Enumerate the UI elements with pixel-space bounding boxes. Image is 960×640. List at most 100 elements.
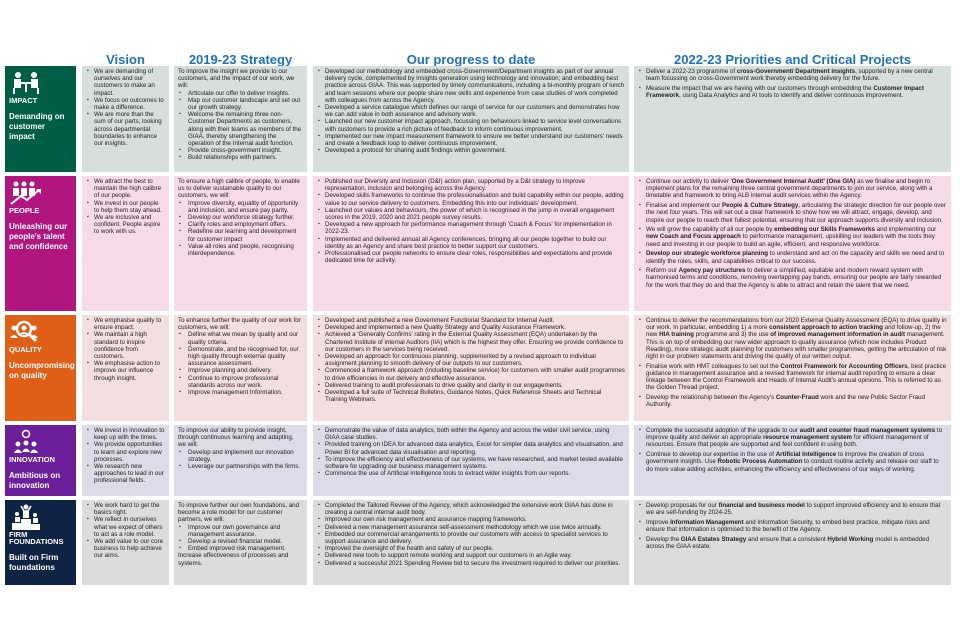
priorities-list: Continue our activity to deliver 'One Go…	[638, 178, 947, 289]
list-item: We provide opportunities to learn and ex…	[86, 441, 165, 463]
text: , articulating the strategic direction f…	[646, 202, 946, 224]
bold-text: Customer Impact Framework	[646, 84, 924, 100]
list-item: Improve our own governance and managemen…	[178, 524, 303, 538]
list-item: Define what we mean by quality and our q…	[178, 331, 303, 345]
bold-text: People & Culture Strategy	[722, 202, 799, 210]
list-item: Developed our methodology and embedded c…	[317, 68, 625, 104]
list-item: We reflect in ourselves what we expect o…	[86, 516, 165, 538]
text: and ensure that a consistent	[746, 535, 828, 543]
list-item: Developed a new approach for performance…	[317, 221, 625, 235]
text: and implementing our	[874, 226, 937, 234]
progress-cell: Developed our methodology and embedded c…	[313, 66, 629, 172]
column-header-vision: Vision	[106, 52, 145, 67]
bold-text: Counter-Fraud	[775, 394, 819, 402]
progress-cell: Completed the Tailored Review of the Age…	[313, 500, 629, 585]
row-header-quality: QUALITY Uncompromising on quality	[5, 315, 76, 421]
row-tag: IMPACT	[9, 96, 38, 105]
list-item: We research new approaches to lead in ou…	[86, 463, 165, 485]
list-item: Professionalised our people networks to …	[317, 250, 625, 264]
text: , best practice guidance in management a…	[646, 362, 947, 392]
progress-cell: Published our Diversity and Inclusion (D…	[313, 176, 629, 311]
text: to conduct routine activity and release …	[646, 458, 939, 473]
priorities-list: Continue to deliver the recommendations …	[638, 317, 947, 408]
bold-text: consistent approach to action tracking	[769, 324, 883, 332]
vision-cell: We are demanding of ourselves and our cu…	[82, 66, 169, 172]
bold-text: Hybrid Working	[827, 535, 874, 543]
list-item: Finalise work with HMT colleagues to set…	[638, 363, 947, 392]
podium-icon	[9, 504, 72, 530]
row-subtitle: Unleashing our people's talent and confi…	[9, 222, 68, 252]
progress-list: Completed the Tailored Review of the Age…	[317, 502, 625, 567]
list-item: Delivered a successful 2021 Spending Rev…	[317, 560, 625, 567]
list-item: Continue to develop our expertise in the…	[638, 451, 947, 473]
people-growth-icon	[9, 180, 72, 206]
bold-text: resource management system	[762, 434, 853, 442]
list-item: Improved our own risk management and ass…	[317, 516, 625, 523]
bold-text: Control Framework for Accounting Officer…	[780, 362, 908, 370]
bold-text: Develop our strategic workforce planning	[646, 250, 769, 258]
list-item: Developed a protocol for sharing audit f…	[317, 147, 625, 154]
row-people: PEOPLE Unleashing our people's talent and…	[5, 176, 951, 311]
list-item: Delivered a new management assurance sel…	[317, 524, 625, 531]
vision-cell: We emphasise quality to ensure impact.We…	[82, 315, 169, 421]
priorities-cell: Continue our activity to deliver 'One Go…	[634, 176, 951, 311]
meeting-icon	[9, 70, 72, 96]
list-item: Improve management Information.	[178, 389, 303, 396]
text: Finalise and implement our	[646, 202, 723, 210]
strategy-list: Improve diversity, equality of opportuni…	[178, 200, 303, 258]
list-item: Demonstrate, and be recognised for, our …	[178, 346, 303, 368]
text: to performance management, upskilling ou…	[646, 233, 935, 248]
vision-cell: We work hard to get the basics right.We …	[82, 500, 169, 585]
text: Develop the	[646, 535, 681, 543]
row-header-people: PEOPLE Unleashing our people's talent and…	[5, 176, 76, 311]
text: to deliver a simplified, equitable and m…	[646, 267, 942, 289]
priorities-list: Deliver a 2022-23 programme of cross-Gov…	[638, 68, 947, 99]
text: management. This is on top of embedding …	[646, 331, 947, 361]
strategy-cell: To improve the insight we provide to our…	[174, 66, 307, 172]
list-item: To improve the efficiency and effectiven…	[317, 456, 625, 470]
list-item: Improve planning and delivery.	[178, 367, 303, 374]
list-item: Commenced a framework approach (includin…	[317, 367, 625, 381]
list-item: Developed and published a new Government…	[317, 317, 625, 324]
priorities-list: Complete the successful adoption of the …	[638, 427, 947, 473]
list-item: Develop the relationship between the Age…	[638, 394, 947, 408]
row-subtitle: Demanding on customer impact	[9, 112, 65, 142]
list-item: Provide cross-government insight.	[178, 147, 303, 154]
text: Continue to deliver the recommendations …	[646, 317, 947, 332]
text: model is embedded across the GIAA estate…	[646, 535, 930, 551]
strategy-cell: To ensure a high calibre of people, to e…	[174, 176, 307, 311]
bold-text: Agency pay structures	[678, 267, 746, 275]
list-item: Achieved a 'Generally Confirms' rating i…	[317, 331, 625, 353]
strategy-intro: To improve further our own foundations, …	[178, 502, 300, 524]
list-item: Developed and implemented a new Quality …	[317, 324, 625, 331]
row-impact: IMPACT Demanding on customer impact We are…	[5, 66, 951, 172]
row-innovation: INNOVATION Ambitious on innovation We inve…	[5, 425, 951, 496]
text: work and the new Public Sector Fraud Aut…	[646, 394, 926, 409]
list-item: We invest in innovation to keep up with …	[86, 427, 165, 441]
priorities-cell: Deliver a 2022-23 programme of cross-Gov…	[634, 66, 951, 172]
text: to support improved efficiency and to en…	[646, 502, 941, 517]
strategy-list: Define what we mean by quality and our q…	[178, 331, 303, 396]
text: programme and 3) the use	[693, 331, 771, 339]
column-header-strategy: 2019-23 Strategy	[188, 52, 293, 67]
vision-cell: We attract the best to maintain the high…	[82, 176, 169, 311]
list-item: Redefine our learning and development fo…	[178, 228, 303, 242]
bold-text: new Coach and Focus approach	[646, 233, 741, 241]
list-item: Developed a full suite of Technical Bull…	[317, 389, 625, 403]
text: and follow-up, 2) the new	[646, 324, 941, 339]
column-header-priorities: 2022-23 Priorities and Critical Projects	[674, 52, 911, 67]
strategy-intro: To ensure a high calibre of people, to e…	[178, 178, 300, 200]
strategy-list: Develop and implement our innovation str…	[178, 449, 303, 471]
list-item: We attract the best to maintain the high…	[86, 178, 165, 200]
list-item: We invest in our people to help them sta…	[86, 200, 165, 214]
strategy-outro: Increase effectiveness of processes and …	[178, 552, 289, 567]
bold-text: cross-Government/ Department insights	[736, 68, 856, 75]
strategy-list: Articulate our offer to deliver insights…	[178, 90, 303, 162]
list-item: Develop proposals for our financial and …	[638, 502, 947, 516]
row-subtitle: Uncompromising on quality	[9, 361, 75, 381]
vision-cell: We invest in innovation to keep up with …	[82, 425, 169, 496]
text: and Information Security, to embed best …	[646, 518, 930, 534]
strategy-cell: To improve our ability to provide insigh…	[174, 425, 307, 496]
text: to improve the creation of cross governm…	[646, 451, 925, 466]
strategy-list: Improve our own governance and managemen…	[178, 524, 303, 553]
